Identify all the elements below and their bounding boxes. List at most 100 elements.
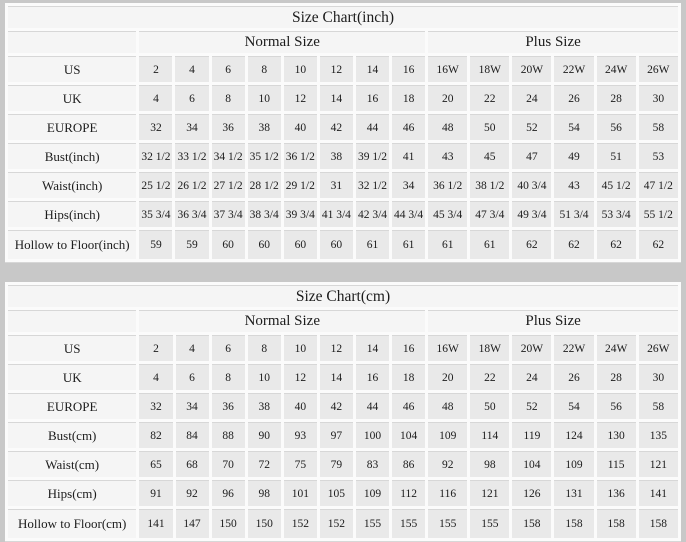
size-value-cell: 6 bbox=[211, 335, 245, 361]
size-value-cell: 33 1/2 bbox=[175, 143, 209, 169]
size-value-cell: 45 3/4 bbox=[428, 201, 468, 227]
title-row: Size Chart(inch) bbox=[8, 6, 678, 28]
size-value-cell: 131 bbox=[554, 480, 594, 506]
size-value-cell: 48 bbox=[428, 114, 468, 140]
size-value-cell: 104 bbox=[392, 422, 426, 448]
size-value-cell: 43 bbox=[428, 143, 468, 169]
size-value-cell: 22W bbox=[554, 56, 594, 82]
size-value-cell: 92 bbox=[175, 480, 209, 506]
size-value-cell: 152 bbox=[283, 509, 317, 538]
size-value-cell: 26 1/2 bbox=[175, 172, 209, 198]
size-value-cell: 62 bbox=[638, 230, 678, 259]
row-label: Hollow to Floor(inch) bbox=[8, 230, 137, 259]
size-value-cell: 41 bbox=[392, 143, 426, 169]
size-value-cell: 114 bbox=[470, 422, 510, 448]
size-value-cell: 36 bbox=[211, 114, 245, 140]
size-value-cell: 50 bbox=[470, 393, 510, 419]
column-group-normal-size: Normal Size bbox=[139, 310, 426, 332]
size-value-cell: 8 bbox=[247, 335, 281, 361]
size-value-cell: 18W bbox=[470, 56, 510, 82]
size-value-cell: 18 bbox=[392, 85, 426, 111]
table-row: Hollow to Floor(cm) 141 147 150 150 152 152 155… bbox=[8, 509, 678, 538]
size-value-cell: 28 bbox=[596, 364, 636, 390]
size-value-cell: 8 bbox=[211, 364, 245, 390]
size-value-cell: 86 bbox=[392, 451, 426, 477]
size-value-cell: 48 bbox=[428, 393, 468, 419]
size-value-cell: 115 bbox=[596, 451, 636, 477]
size-value-cell: 30 bbox=[638, 85, 678, 111]
title-row: Size Chart(cm) bbox=[8, 285, 678, 307]
row-label: Bust(inch) bbox=[8, 143, 137, 169]
size-value-cell: 62 bbox=[554, 230, 594, 259]
size-value-cell: 32 bbox=[139, 393, 173, 419]
size-value-cell: 82 bbox=[139, 422, 173, 448]
size-value-cell: 27 1/2 bbox=[211, 172, 245, 198]
size-value-cell: 10 bbox=[247, 364, 281, 390]
size-value-cell: 52 bbox=[512, 393, 552, 419]
row-label: US bbox=[8, 335, 137, 361]
row-label: Waist(cm) bbox=[8, 451, 137, 477]
size-value-cell: 12 bbox=[283, 85, 317, 111]
size-value-cell: 26 bbox=[554, 364, 594, 390]
size-value-cell: 16 bbox=[355, 85, 390, 111]
size-value-cell: 109 bbox=[554, 451, 594, 477]
size-value-cell: 18W bbox=[470, 335, 510, 361]
size-value-cell: 90 bbox=[247, 422, 281, 448]
size-value-cell: 47 3/4 bbox=[470, 201, 510, 227]
table-row: US 2 4 6 8 10 12 14 16 16W 18W 20W 22W 24W 26W bbox=[8, 56, 678, 82]
corner-cell bbox=[8, 31, 137, 53]
table-row: Bust(inch) 32 1/2 33 1/2 34 1/2 35 1/2 36 1/2… bbox=[8, 143, 678, 169]
size-value-cell: 25 1/2 bbox=[139, 172, 173, 198]
size-value-cell: 24W bbox=[596, 335, 636, 361]
size-value-cell: 14 bbox=[319, 85, 353, 111]
size-value-cell: 6 bbox=[175, 364, 209, 390]
size-value-cell: 24 bbox=[512, 364, 552, 390]
table-row: UK 4 6 8 10 12 14 16 18 20 22 24 26 28 30 bbox=[8, 85, 678, 111]
size-value-cell: 42 bbox=[319, 393, 353, 419]
size-value-cell: 31 bbox=[319, 172, 353, 198]
size-value-cell: 61 bbox=[470, 230, 510, 259]
size-value-cell: 75 bbox=[283, 451, 317, 477]
size-value-cell: 121 bbox=[638, 451, 678, 477]
size-value-cell: 60 bbox=[247, 230, 281, 259]
size-value-cell: 70 bbox=[211, 451, 245, 477]
row-label: Hips(inch) bbox=[8, 201, 137, 227]
size-value-cell: 152 bbox=[319, 509, 353, 538]
size-value-cell: 8 bbox=[211, 85, 245, 111]
size-value-cell: 100 bbox=[355, 422, 390, 448]
size-value-cell: 43 bbox=[554, 172, 594, 198]
size-value-cell: 22 bbox=[470, 364, 510, 390]
size-value-cell: 12 bbox=[319, 56, 353, 82]
size-value-cell: 4 bbox=[175, 56, 209, 82]
size-value-cell: 16W bbox=[428, 335, 468, 361]
size-value-cell: 109 bbox=[428, 422, 468, 448]
size-value-cell: 101 bbox=[283, 480, 317, 506]
size-charts: Size Chart(inch) Normal Size Plus Size US 2 4… bbox=[5, 3, 681, 542]
size-value-cell: 62 bbox=[596, 230, 636, 259]
size-value-cell: 126 bbox=[512, 480, 552, 506]
table-row: Waist(inch) 25 1/2 26 1/2 27 1/2 28 1/2 29 1/… bbox=[8, 172, 678, 198]
size-value-cell: 47 bbox=[512, 143, 552, 169]
size-value-cell: 147 bbox=[175, 509, 209, 538]
size-value-cell: 39 3/4 bbox=[283, 201, 317, 227]
size-value-cell: 42 3/4 bbox=[355, 201, 390, 227]
size-value-cell: 158 bbox=[638, 509, 678, 538]
size-value-cell: 38 3/4 bbox=[247, 201, 281, 227]
size-value-cell: 44 bbox=[355, 393, 390, 419]
size-value-cell: 116 bbox=[428, 480, 468, 506]
size-value-cell: 53 bbox=[638, 143, 678, 169]
row-label: EUROPE bbox=[8, 114, 137, 140]
size-value-cell: 6 bbox=[211, 56, 245, 82]
row-label: US bbox=[8, 56, 137, 82]
size-value-cell: 158 bbox=[554, 509, 594, 538]
size-value-cell: 61 bbox=[392, 230, 426, 259]
size-value-cell: 51 bbox=[596, 143, 636, 169]
table-row: Bust(cm) 82 84 88 90 93 97 100 104 109 114 119 124 13… bbox=[8, 422, 678, 448]
size-value-cell: 41 3/4 bbox=[319, 201, 353, 227]
size-value-cell: 130 bbox=[596, 422, 636, 448]
size-value-cell: 54 bbox=[554, 114, 594, 140]
size-value-cell: 79 bbox=[319, 451, 353, 477]
size-value-cell: 20 bbox=[428, 85, 468, 111]
size-value-cell: 6 bbox=[175, 85, 209, 111]
size-chart-table-cm: Size Chart(cm) Normal Size Plus Size US 2 4 6 8… bbox=[5, 282, 681, 542]
